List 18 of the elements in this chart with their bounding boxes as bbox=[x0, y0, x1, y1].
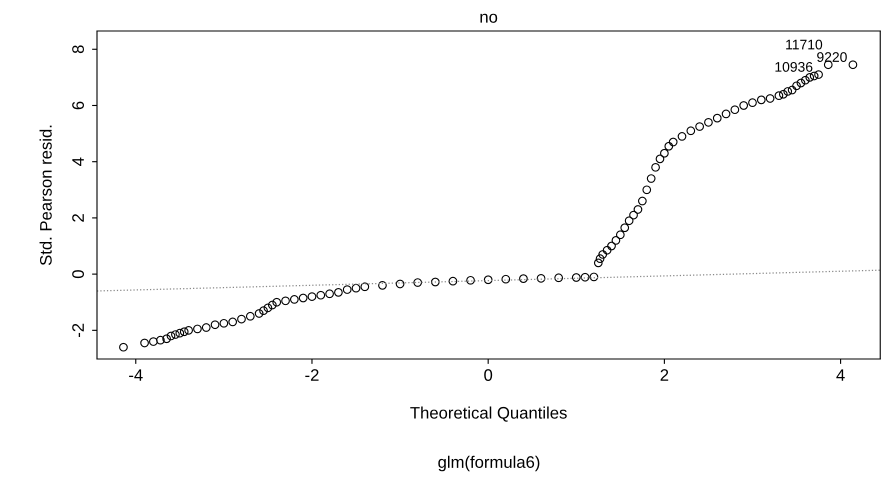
annotation: 11710 bbox=[786, 40, 822, 50]
y-axis-title: Std. Pearson resid. bbox=[40, 126, 52, 266]
x-axis-title: Theoretical Quantiles bbox=[410, 406, 567, 422]
text: glm(formula6) bbox=[438, 456, 540, 472]
x-tick-label: 0 bbox=[484, 369, 492, 381]
y-tick-label: 4 bbox=[72, 158, 84, 166]
y-tick-label: -2 bbox=[72, 324, 84, 337]
annotation: 10936 bbox=[775, 62, 812, 72]
x-tick-label: -2 bbox=[305, 369, 319, 381]
x-tick-label: -4 bbox=[129, 369, 143, 381]
x-tick-label: 4 bbox=[836, 369, 845, 381]
y-tick-label: 2 bbox=[72, 214, 84, 222]
x-tick-label: 2 bbox=[660, 369, 668, 381]
y-tick-label: 8 bbox=[72, 45, 84, 54]
y-tick-label: 0 bbox=[72, 270, 84, 278]
chart-title: no bbox=[480, 14, 498, 23]
y-tick-label: 6 bbox=[72, 102, 84, 110]
annotation: 9220 bbox=[817, 52, 847, 62]
